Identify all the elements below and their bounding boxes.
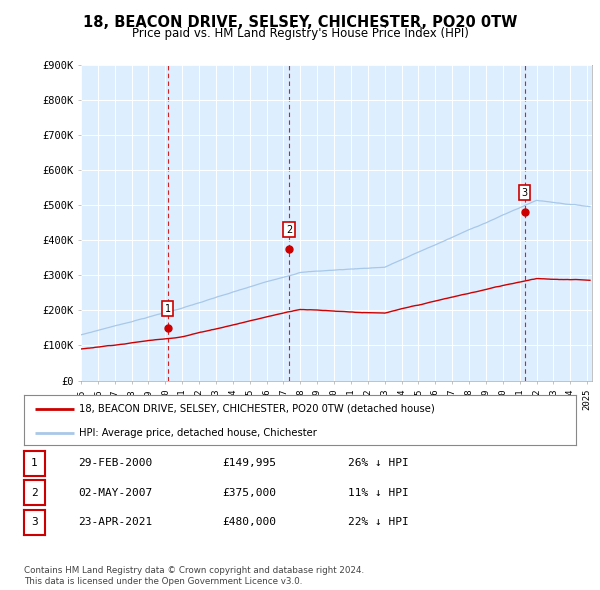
Text: Contains HM Land Registry data © Crown copyright and database right 2024.
This d: Contains HM Land Registry data © Crown c… — [24, 566, 364, 586]
Text: 18, BEACON DRIVE, SELSEY, CHICHESTER, PO20 0TW (detached house): 18, BEACON DRIVE, SELSEY, CHICHESTER, PO… — [79, 404, 435, 414]
Text: £480,000: £480,000 — [222, 517, 276, 527]
Text: HPI: Average price, detached house, Chichester: HPI: Average price, detached house, Chic… — [79, 428, 317, 438]
Text: 23-APR-2021: 23-APR-2021 — [78, 517, 152, 527]
Text: 29-FEB-2000: 29-FEB-2000 — [78, 458, 152, 468]
Text: 02-MAY-2007: 02-MAY-2007 — [78, 488, 152, 497]
Text: £375,000: £375,000 — [222, 488, 276, 497]
Text: 26% ↓ HPI: 26% ↓ HPI — [348, 458, 409, 468]
Text: 22% ↓ HPI: 22% ↓ HPI — [348, 517, 409, 527]
Text: 2: 2 — [286, 225, 292, 235]
Text: 3: 3 — [31, 517, 38, 527]
Text: 2: 2 — [31, 488, 38, 497]
Text: £149,995: £149,995 — [222, 458, 276, 468]
Text: 3: 3 — [521, 188, 528, 198]
Text: 11% ↓ HPI: 11% ↓ HPI — [348, 488, 409, 497]
Text: 18, BEACON DRIVE, SELSEY, CHICHESTER, PO20 0TW: 18, BEACON DRIVE, SELSEY, CHICHESTER, PO… — [83, 15, 517, 30]
Text: Price paid vs. HM Land Registry's House Price Index (HPI): Price paid vs. HM Land Registry's House … — [131, 27, 469, 40]
Text: 1: 1 — [165, 304, 171, 314]
Text: 1: 1 — [31, 458, 38, 468]
